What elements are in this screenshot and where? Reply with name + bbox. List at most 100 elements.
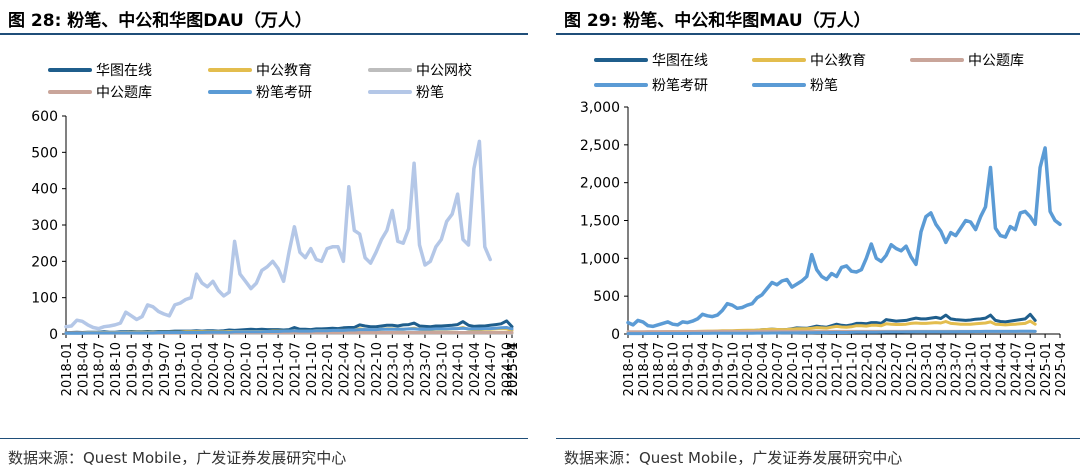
legend-item-3: 粉笔考研 (594, 78, 708, 94)
x-tick-label: 2021-04 (272, 342, 287, 396)
x-tick-label: 2019-07 (158, 342, 173, 396)
legend-label: 粉笔考研 (652, 78, 708, 94)
x-tick-label: 2020-07 (223, 342, 238, 396)
series-3-line (626, 329, 1037, 336)
legend-label: 华图在线 (652, 53, 708, 69)
x-tick-label: 2019-01 (682, 342, 697, 396)
legend-item-1: 中公教育 (752, 53, 866, 69)
x-tick-label: 2018-01 (60, 342, 75, 396)
series-4-line (64, 326, 514, 335)
series-4-line (626, 146, 1062, 329)
x-tick-label: 2022-01 (321, 342, 336, 396)
legend-label: 中公题库 (968, 53, 1024, 69)
y-tick-label: 300 (31, 218, 58, 234)
x-tick-label: 2020-04 (207, 342, 222, 396)
series-group (626, 146, 1062, 336)
x-tick-label: 2019-04 (142, 342, 157, 396)
legend-label: 粉笔 (416, 85, 444, 101)
x-tick-label: 2021-07 (831, 342, 846, 396)
x-tick-label: 2024-10 (501, 342, 516, 396)
x-tick-label: 2024-01 (980, 342, 995, 396)
x-tick-label: 2018-04 (76, 342, 91, 396)
legend-label: 中公教育 (256, 63, 312, 79)
y-tick-label: 3,000 (580, 100, 620, 116)
x-tick-label: 2024-07 (1009, 342, 1024, 396)
x-tick-label: 2020-04 (756, 342, 771, 396)
legend-item-0: 华图在线 (594, 53, 708, 69)
source-rule (0, 438, 528, 439)
mau-source-note: 数据来源：Quest Mobile，广发证券发展研究中心 (564, 449, 903, 467)
x-tick-label: 2018-10 (667, 342, 682, 396)
x-tick-label: 2024-04 (468, 342, 483, 396)
y-tick-label: 2,000 (580, 176, 620, 192)
y-tick-label: 2,500 (580, 138, 620, 154)
y-tick-label: 600 (31, 109, 58, 125)
x-tick-label: 2021-07 (288, 342, 303, 396)
legend-label: 华图在线 (96, 63, 152, 79)
x-tick-label: 2018-01 (622, 342, 637, 396)
legend-item-3: 中公题库 (48, 85, 152, 101)
x-tick-label: 2020-10 (239, 342, 254, 396)
x-tick-label: 2018-07 (93, 342, 108, 396)
x-tick-label: 2020-01 (741, 342, 756, 396)
x-tick-label: 2020-01 (191, 342, 206, 396)
x-tick-label: 2022-10 (370, 342, 385, 396)
series-5-line (64, 139, 492, 331)
legend-item-5: 粉笔 (368, 85, 444, 101)
x-tick-label: 2025-04 (506, 342, 521, 396)
legend-item-2: 中公网校 (368, 62, 472, 79)
mau-chart-title: 图 29: 粉笔、中公和华图MAU（万人） (564, 11, 871, 31)
x-tick-label: 2021-04 (816, 342, 831, 396)
y-tick-label: 0 (49, 327, 58, 343)
x-tick-label: 2025-01 (506, 342, 521, 396)
legend-item-4: 粉笔考研 (208, 85, 312, 101)
legend-label: 中公教育 (810, 53, 866, 69)
x-tick-label: 2025-01 (1039, 342, 1054, 396)
x-tick-label: 2024-07 (484, 342, 499, 396)
y-tick-label: 200 (31, 254, 58, 270)
x-tick-label: 2018-04 (637, 342, 652, 396)
legend-label: 中公题库 (96, 85, 152, 101)
x-tick-label: 2024-04 (994, 342, 1009, 396)
x-tick-label: 2024-10 (1024, 342, 1039, 396)
x-tick-label: 2020-10 (786, 342, 801, 396)
x-tick-label: 2023-01 (920, 342, 935, 396)
x-tick-label: 2021-01 (256, 342, 271, 396)
x-tick-label: 2023-04 (403, 342, 418, 396)
y-tick-label: 400 (31, 182, 58, 198)
x-tick-label: 2022-10 (905, 342, 920, 396)
x-tick-label: 2021-01 (801, 342, 816, 396)
x-tick-label: 2023-07 (419, 342, 434, 396)
x-tick-label: 2018-10 (109, 342, 124, 396)
x-tick-label: 2023-04 (935, 342, 950, 396)
y-tick-label: 1,500 (580, 214, 620, 230)
y-tick-label: 500 (593, 289, 620, 305)
legend-item-2: 中公题库 (910, 53, 1024, 69)
legend-item-4: 粉笔 (752, 78, 838, 94)
x-tick-label: 2019-07 (711, 342, 726, 396)
title-rule (0, 33, 528, 35)
legend-label: 粉笔考研 (256, 85, 312, 101)
x-tick-label: 2023-01 (386, 342, 401, 396)
x-tick-label: 2022-04 (337, 342, 352, 396)
x-tick-label: 2020-07 (771, 342, 786, 396)
dau-source-note: 数据来源：Quest Mobile，广发证券发展研究中心 (8, 449, 347, 467)
y-tick-label: 500 (31, 145, 58, 161)
x-tick-label: 2021-10 (305, 342, 320, 396)
y-tick-label: 0 (611, 327, 620, 343)
x-tick-label: 2025-04 (1054, 342, 1069, 396)
title-rule (556, 33, 1080, 35)
x-tick-label: 2022-01 (860, 342, 875, 396)
x-tick-label: 2021-10 (845, 342, 860, 396)
x-tick-label: 2019-10 (174, 342, 189, 396)
legend-label: 粉笔 (810, 78, 838, 94)
dau-chart-title: 图 28: 粉笔、中公和华图DAU（万人） (8, 11, 312, 31)
x-tick-label: 2024-01 (452, 342, 467, 396)
mau-panel: 图 29: 粉笔、中公和华图MAU（万人） 华图在线 中公教育 中公题库粉笔考研 粉笔… (556, 0, 1080, 469)
x-tick-label: 2022-07 (354, 342, 369, 396)
y-tick-label: 1,000 (580, 251, 620, 267)
dau-panel: 图 28: 粉笔、中公和华图DAU（万人） 华图在线 中公教育 中公网校中公题库 粉笔… (0, 0, 528, 469)
x-tick-label: 2019-04 (696, 342, 711, 396)
